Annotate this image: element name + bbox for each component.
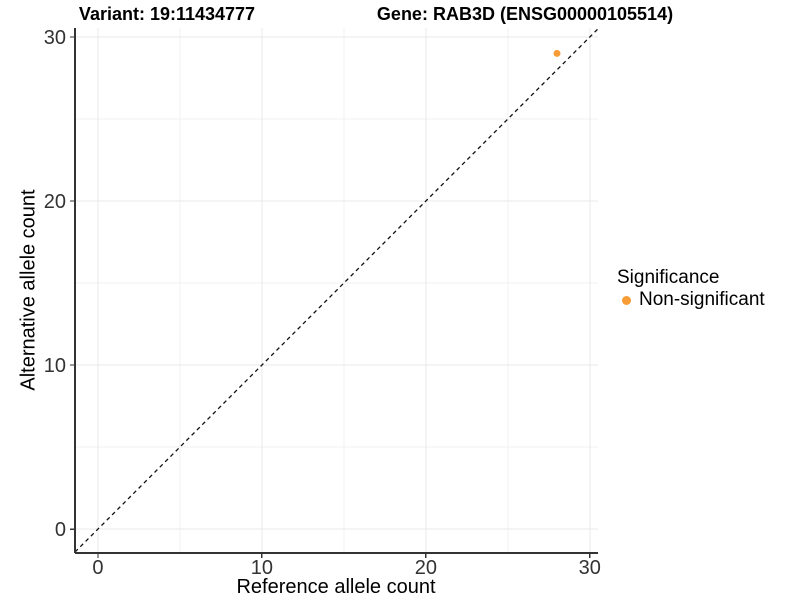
x-axis-title: Reference allele count [236, 576, 436, 598]
x-tick-label: 30 [579, 557, 601, 579]
variant-title: Variant: 19:11434777 [78, 4, 256, 24]
identity-line [74, 28, 599, 553]
x-tick-label: 0 [92, 557, 103, 579]
x-tick-label: 20 [415, 557, 437, 579]
legend-title: Significance [617, 267, 720, 288]
y-axis-title: Alternative allele count [17, 189, 40, 391]
legend-item: Non-significant [617, 289, 765, 311]
y-tick-label: 10 [44, 355, 66, 377]
x-tick-label: 10 [251, 557, 273, 579]
y-tick-label: 20 [44, 191, 66, 213]
legend-item-label: Non-significant [639, 289, 765, 310]
y-tick-label: 0 [55, 519, 66, 541]
y-tick-label: 30 [44, 27, 66, 49]
gene-title: Gene: RAB3D (ENSG00000105514) [376, 4, 674, 24]
data-point [553, 49, 561, 57]
legend-point-icon [622, 295, 631, 305]
legend: Significance Non-significant [617, 268, 765, 311]
